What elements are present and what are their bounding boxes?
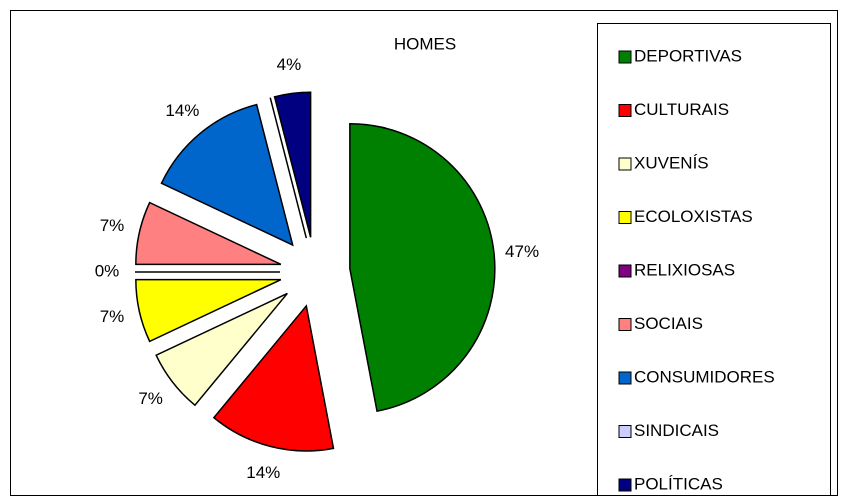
data-label: 4%	[277, 55, 302, 74]
data-label: 7%	[100, 307, 125, 326]
pie-slice	[160, 103, 294, 247]
legend-swatch	[618, 211, 632, 224]
legend-label: DEPORTIVAS	[634, 46, 742, 65]
legend-swatch	[618, 478, 632, 492]
pie-slice	[135, 201, 282, 266]
legend-label: XUVENÍS	[634, 153, 709, 172]
legend-swatch	[618, 318, 632, 331]
legend-label: ECOLOXISTAS	[634, 207, 753, 226]
legend-swatch	[618, 50, 632, 64]
data-label: 47%	[505, 242, 539, 261]
legend-label: POLÍTICAS	[634, 474, 723, 493]
pie-slice	[135, 278, 282, 343]
legend-label: SINDICAIS	[634, 421, 719, 440]
legend-swatch	[618, 157, 632, 171]
data-label: 7%	[100, 216, 125, 235]
pie-slice	[273, 91, 312, 238]
data-label: 14%	[246, 463, 280, 482]
pie-slice	[155, 292, 288, 407]
legend-swatch	[618, 104, 632, 117]
legend-swatch	[618, 371, 632, 385]
data-label: 14%	[165, 101, 199, 120]
legend-swatch	[618, 425, 632, 438]
legend-swatch	[618, 264, 632, 278]
pie-slice	[349, 122, 496, 413]
pie-slice	[269, 97, 308, 239]
legend-label: CONSUMIDORES	[634, 367, 775, 386]
legend-label: SOCIAIS	[634, 314, 703, 333]
pie-slice	[212, 304, 335, 452]
legend-box	[597, 23, 831, 496]
legend-label: RELIXIOSAS	[634, 260, 735, 279]
legend-label: CULTURAIS	[634, 100, 729, 119]
data-label: 0%	[95, 261, 120, 280]
chart-title: HOMES	[394, 34, 456, 53]
data-label: 7%	[138, 389, 163, 408]
